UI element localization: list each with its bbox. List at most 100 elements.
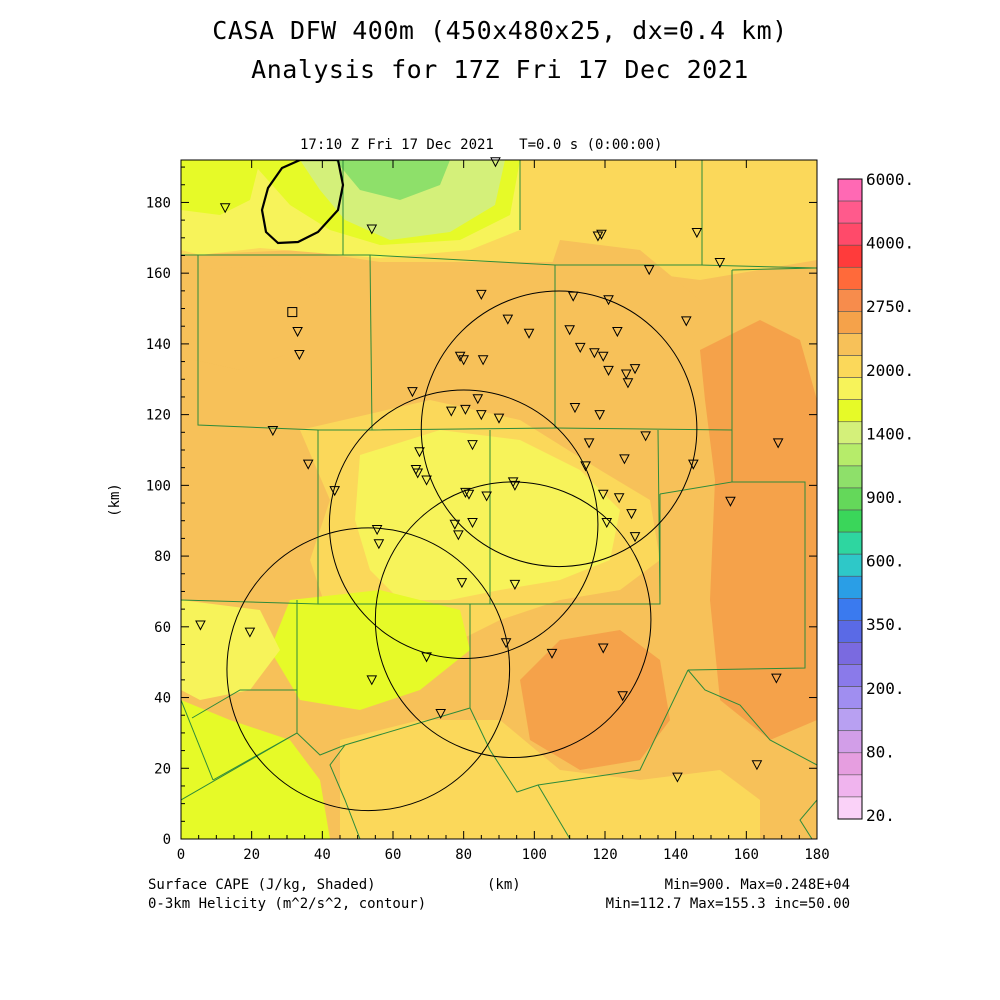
x-tick-label: 20 bbox=[243, 847, 260, 863]
footer-field-label: Surface CAPE (J/kg, Shaded) bbox=[148, 877, 376, 893]
colorbar-segment bbox=[837, 244, 863, 268]
x-tick-label: 40 bbox=[314, 847, 331, 863]
colorbar-segment bbox=[837, 465, 863, 489]
station-marker bbox=[449, 519, 461, 530]
station-marker bbox=[643, 265, 655, 276]
colorbar-label: 6000. bbox=[866, 170, 914, 189]
y-tick-label: 20 bbox=[154, 761, 171, 777]
colorbar-segment bbox=[837, 333, 863, 356]
colorbar-label: 4000. bbox=[866, 234, 914, 253]
station-marker bbox=[583, 438, 595, 449]
colorbar-label: 900. bbox=[866, 488, 905, 507]
chart-title: CASA DFW 400m (450x480x25, dx=0.4 km) bbox=[212, 16, 788, 45]
x-tick-label: 140 bbox=[663, 847, 688, 863]
station-marker bbox=[490, 157, 501, 168]
station-marker bbox=[472, 394, 484, 405]
station-marker bbox=[467, 517, 478, 529]
colorbar-frame bbox=[837, 178, 863, 820]
colorbar-segment bbox=[837, 200, 863, 224]
station-marker bbox=[569, 403, 581, 414]
colorbar-segment bbox=[837, 222, 863, 246]
x-tick-label: 160 bbox=[734, 847, 759, 863]
colorbar-label: 2750. bbox=[866, 297, 914, 316]
station-marker bbox=[476, 289, 487, 300]
station-marker bbox=[329, 486, 341, 497]
colorbar-label: 20. bbox=[866, 806, 895, 825]
colorbar-segment bbox=[837, 664, 863, 687]
station-marker bbox=[626, 509, 637, 520]
colorbar-label: 350. bbox=[866, 615, 905, 634]
colorbar-segment bbox=[837, 708, 863, 732]
colorbar-segment bbox=[837, 796, 863, 820]
station-marker bbox=[463, 489, 475, 500]
colorbar-segment bbox=[837, 355, 863, 378]
station-marker bbox=[267, 426, 279, 437]
colorbar-segment bbox=[837, 289, 863, 312]
x-axis-label: (km) bbox=[487, 877, 521, 893]
field-top-lightgreen bbox=[300, 160, 505, 240]
station-marker bbox=[493, 413, 505, 424]
colorbar-segment bbox=[837, 399, 863, 423]
x-tick-label: 100 bbox=[522, 847, 547, 863]
station-marker bbox=[445, 406, 457, 417]
colorbar-segment bbox=[837, 509, 863, 533]
station-marker bbox=[640, 431, 651, 442]
footer-contour-range: Min=112.7 Max=155.3 inc=50.00 bbox=[605, 896, 850, 912]
station-marker bbox=[407, 387, 418, 398]
station-marker bbox=[460, 487, 471, 498]
y-tick-label: 120 bbox=[146, 408, 171, 424]
colorbar-segment bbox=[837, 266, 863, 290]
field-west-gold bbox=[190, 265, 320, 370]
station-markers bbox=[195, 157, 784, 783]
colorbar-label: 1400. bbox=[866, 424, 914, 443]
x-axis: 0 20 40 60 80 100 120 140 160 180 bbox=[177, 160, 830, 863]
station-marker bbox=[509, 579, 521, 590]
station-marker bbox=[597, 643, 609, 654]
station-marker bbox=[195, 620, 206, 631]
station-marker bbox=[594, 410, 606, 421]
station-marker bbox=[622, 378, 634, 389]
x-tick-label: 0 bbox=[177, 847, 185, 863]
station-marker bbox=[421, 475, 432, 486]
station-marker bbox=[617, 691, 628, 702]
colorbar-segment bbox=[837, 730, 863, 754]
station-marker bbox=[458, 355, 469, 366]
station-marker bbox=[751, 760, 763, 771]
station-marker bbox=[629, 532, 641, 543]
footer-contour-label: 0-3km Helicity (m^2/s^2, contour) bbox=[148, 896, 427, 912]
y-tick-label: 80 bbox=[154, 549, 171, 565]
colorbar-segment bbox=[837, 752, 863, 776]
colorbar-segment bbox=[837, 686, 863, 709]
colorbar-segment bbox=[837, 487, 863, 511]
y-tick-label: 160 bbox=[146, 266, 171, 282]
station-marker bbox=[302, 459, 314, 470]
county-border bbox=[687, 481, 806, 671]
radar-ring bbox=[226, 527, 511, 812]
square-marker bbox=[287, 307, 298, 318]
station-marker bbox=[502, 314, 514, 325]
station-marker bbox=[567, 291, 579, 302]
colorbar-segment bbox=[837, 642, 863, 665]
station-marker bbox=[603, 295, 614, 306]
station-marker bbox=[366, 675, 378, 686]
colorbar-segment bbox=[837, 377, 863, 400]
station-marker bbox=[294, 350, 305, 361]
radar-ring bbox=[374, 481, 652, 759]
field-top-corner-yellow bbox=[181, 160, 260, 215]
county-border bbox=[537, 669, 689, 786]
station-marker bbox=[680, 316, 692, 327]
county-border bbox=[799, 799, 817, 839]
field-sw-yellow bbox=[270, 590, 470, 710]
station-marker bbox=[613, 493, 625, 504]
y-tick-label: 40 bbox=[154, 691, 171, 707]
colorbar-segment bbox=[837, 178, 863, 202]
y-axis-label: (km) bbox=[107, 483, 123, 517]
y-tick-label: 100 bbox=[146, 478, 171, 494]
colorbar: 6000. 4000. 2750. 2000. 1400. 900. 600. 350. 200… bbox=[837, 170, 914, 825]
x-tick-label: 80 bbox=[455, 847, 472, 863]
station-marker bbox=[629, 364, 641, 375]
colorbar-label: 2000. bbox=[866, 361, 914, 380]
station-marker bbox=[725, 496, 736, 507]
station-marker bbox=[688, 459, 699, 470]
station-marker bbox=[580, 461, 591, 472]
